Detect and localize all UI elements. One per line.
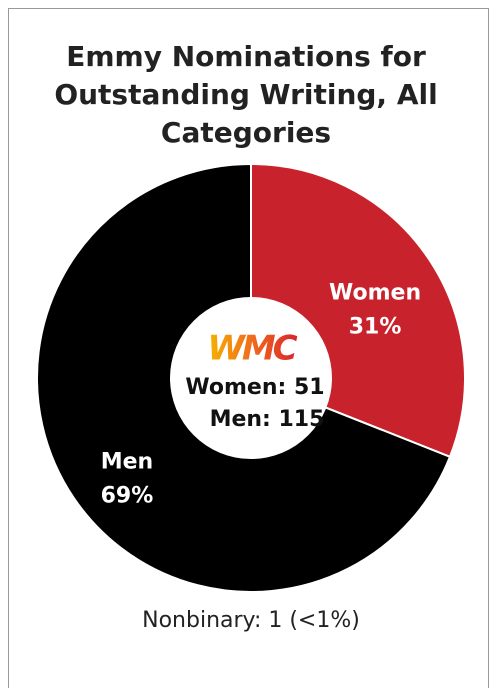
chart-title: Emmy Nominations for Outstanding Writing…	[54, 40, 438, 149]
center-text: Women: 51	[185, 375, 324, 400]
logo: WMC	[207, 329, 297, 369]
center-text: Men: 115	[210, 407, 325, 432]
value-label: 31%	[349, 315, 402, 340]
footnote: Nonbinary: 1 (<1%)	[142, 608, 360, 633]
slice-label: Men	[101, 449, 153, 474]
donut-hole	[170, 297, 332, 459]
slice-label: Women	[329, 281, 421, 306]
value-label: 69%	[101, 483, 154, 508]
frame	[8, 8, 489, 688]
